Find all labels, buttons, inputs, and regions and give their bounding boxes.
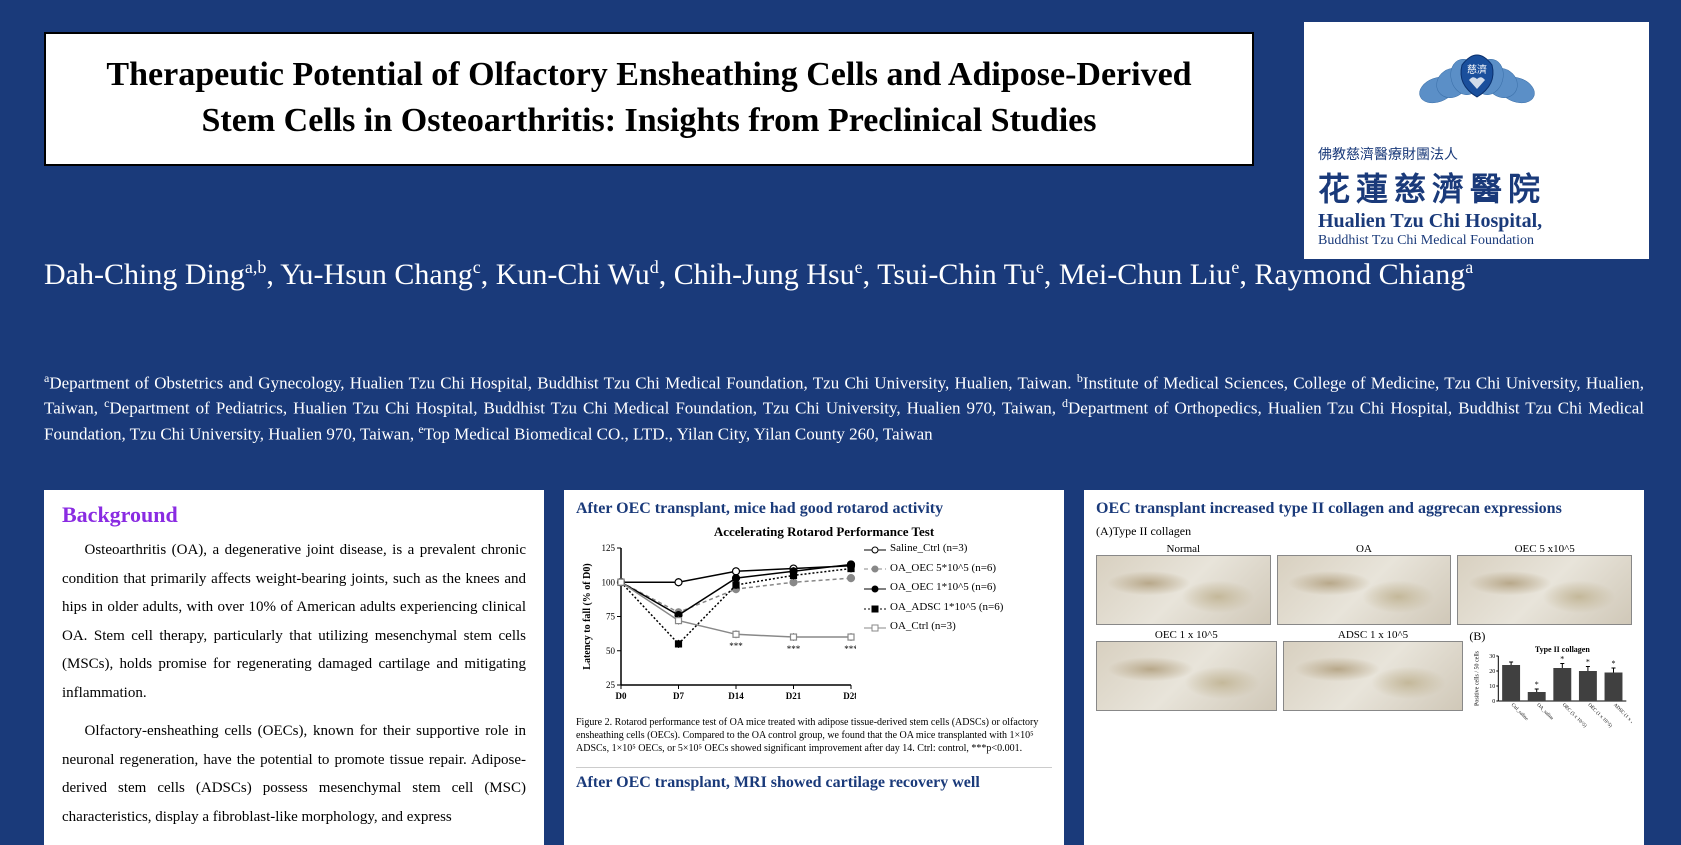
svg-text:D14: D14	[728, 691, 744, 701]
histo-cell: ADSC 1 x 10^5	[1283, 629, 1464, 711]
logo-sub-cn: 佛教慈濟醫療財團法人	[1318, 144, 1635, 164]
svg-text:***: ***	[844, 644, 856, 654]
title-box: Therapeutic Potential of Olfactory Enshe…	[44, 32, 1254, 166]
svg-text:D28: D28	[843, 691, 856, 701]
svg-text:D0: D0	[616, 691, 627, 701]
rotarod-line-chart: 25 50 75 100 125 D0 D7 D14 D21 D28 Latency to fall…	[576, 540, 856, 710]
collagen-heading: OEC transplant increased type II collage…	[1096, 500, 1632, 518]
histology-image	[1457, 555, 1632, 625]
svg-text:ADSC (1 x 10^5): ADSC (1 x 10^5)	[1612, 703, 1632, 729]
legend-item: OA_OEC 5*10^5 (n=6)	[864, 560, 1003, 578]
logo-eng-1: Hualien Tzu Chi Hospital,	[1318, 210, 1635, 233]
histology-image	[1096, 555, 1271, 625]
svg-text:*: *	[1612, 659, 1616, 668]
background-heading: Background	[62, 502, 526, 528]
logo-text-area: 佛教慈濟醫療財團法人 花蓮慈濟醫院 Hualien Tzu Chi Hospit…	[1304, 132, 1649, 259]
svg-text:***: ***	[787, 644, 801, 654]
svg-text:D21: D21	[786, 691, 802, 701]
rotarod-caption: Figure 2. Rotarod performance test of OA…	[576, 716, 1052, 755]
authors-line: Dah-Ching Dinga,b, Yu-Hsun Changc, Kun-C…	[44, 255, 1634, 296]
rotarod-chart-area: 25 50 75 100 125 D0 D7 D14 D21 D28 Latency to fall…	[576, 540, 1052, 710]
svg-text:0: 0	[1493, 699, 1496, 705]
histo-cell: OA	[1277, 543, 1452, 625]
rotarod-heading: After OEC transplant, mice had good rota…	[576, 500, 1052, 518]
legend-item: Saline_Ctrl (n=3)	[864, 540, 1003, 558]
svg-text:*: *	[1586, 658, 1590, 667]
affiliations-block: aDepartment of Obstetrics and Gynecology…	[44, 370, 1644, 446]
histo-cell: OEC 1 x 10^5	[1096, 629, 1277, 711]
panel-a-label: (A)Type II collagen	[1096, 524, 1632, 539]
svg-text:Positive cells / 50 cells: Positive cells / 50 cells	[1475, 650, 1481, 706]
column-collagen: OEC transplant increased type II collage…	[1084, 490, 1644, 845]
svg-text:OEC (1 x 10^5): OEC (1 x 10^5)	[1587, 703, 1613, 729]
lotus-badge-icon: 慈濟	[1417, 35, 1537, 120]
histo-label: ADSC 1 x 10^5	[1283, 629, 1464, 641]
svg-text:100: 100	[602, 577, 616, 587]
histo-label: Normal	[1096, 543, 1271, 555]
histology-row-1: Normal OA OEC 5 x10^5	[1096, 543, 1632, 625]
legend-item: OA_ADSC 1*10^5 (n=6)	[864, 599, 1003, 617]
chart-title: Accelerating Rotarod Performance Test	[576, 524, 1052, 540]
svg-text:***: ***	[729, 641, 743, 651]
svg-text:慈濟: 慈濟	[1467, 63, 1487, 76]
svg-text:20: 20	[1490, 669, 1496, 675]
logo-main-cn: 花蓮慈濟醫院	[1318, 164, 1635, 210]
logo-block: 慈濟 佛教慈濟醫療財團法人 花蓮慈濟醫院 Hualien Tzu Chi Hos…	[1304, 22, 1649, 259]
svg-text:OEC (5 x 10^5): OEC (5 x 10^5)	[1561, 703, 1587, 729]
histology-row-2: OEC 1 x 10^5 ADSC 1 x 10^5 (B) Type II c…	[1096, 629, 1632, 734]
svg-text:*: *	[1535, 680, 1539, 689]
legend-item: OA_OEC 1*10^5 (n=6)	[864, 579, 1003, 597]
logo-badge-area: 慈濟	[1304, 22, 1649, 132]
mri-heading: After OEC transplant, MRI showed cartila…	[576, 767, 1052, 792]
svg-text:Latency to fall (% of D0): Latency to fall (% of D0)	[582, 563, 593, 669]
svg-text:30: 30	[1490, 654, 1496, 660]
background-p1: Osteoarthritis (OA), a degenerative join…	[62, 536, 526, 707]
svg-text:125: 125	[602, 543, 616, 553]
svg-text:OA_saline: OA_saline	[1536, 703, 1555, 722]
rotarod-legend: Saline_Ctrl (n=3) OA_OEC 5*10^5 (n=6)OA_O…	[864, 540, 1003, 710]
svg-text:Type II collagen: Type II collagen	[1535, 645, 1591, 654]
histo-label: OEC 5 x10^5	[1457, 543, 1632, 555]
svg-text:75: 75	[606, 612, 616, 622]
histology-image	[1283, 641, 1464, 711]
column-background: Background Osteoarthritis (OA), a degene…	[44, 490, 544, 845]
collagen-bar-chart: Type II collagen 0 10 20 30 Positive cells / …	[1469, 644, 1632, 729]
histology-image	[1096, 641, 1277, 711]
svg-text:50: 50	[606, 646, 616, 656]
histology-image	[1277, 555, 1452, 625]
svg-text:Ctrl_saline: Ctrl_saline	[1510, 703, 1530, 723]
histo-label: OA	[1277, 543, 1452, 555]
logo-eng-2: Buddhist Tzu Chi Medical Foundation	[1318, 233, 1635, 249]
column-rotarod: After OEC transplant, mice had good rota…	[564, 490, 1064, 845]
svg-text:D7: D7	[673, 691, 684, 701]
histo-cell: Normal	[1096, 543, 1271, 625]
poster-title: Therapeutic Potential of Olfactory Enshe…	[86, 52, 1212, 144]
panel-b-wrap: (B) Type II collagen 0 10 20 30 Positive cell…	[1469, 629, 1632, 734]
histo-cell: OEC 5 x10^5	[1457, 543, 1632, 625]
svg-text:*: *	[1561, 655, 1565, 664]
background-p2: Olfactory-ensheathing cells (OECs), know…	[62, 717, 526, 831]
legend-item: OA_Ctrl (n=3)	[864, 618, 1003, 636]
histo-label: OEC 1 x 10^5	[1096, 629, 1277, 641]
svg-text:10: 10	[1490, 684, 1496, 690]
svg-text:25: 25	[606, 680, 616, 690]
panel-b-label: (B)	[1469, 629, 1632, 644]
